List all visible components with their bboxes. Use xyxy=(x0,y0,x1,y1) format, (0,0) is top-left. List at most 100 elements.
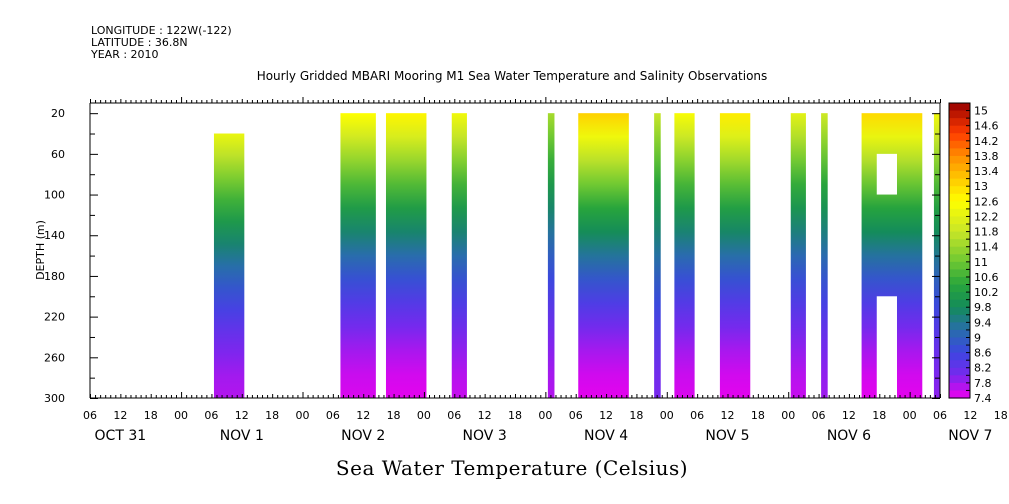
x-day-label: NOV 4 xyxy=(584,428,628,444)
x-tick-label: 12 xyxy=(721,409,735,422)
x-tick-label: 18 xyxy=(994,409,1008,422)
data-block xyxy=(547,113,555,398)
colorbar-swatch xyxy=(949,155,970,165)
data-block xyxy=(213,133,245,398)
colorbar-swatch xyxy=(949,148,970,157)
colorbar-label: 14.2 xyxy=(974,135,999,148)
x-day-label: NOV 3 xyxy=(463,428,507,444)
colorbar-label: 13.4 xyxy=(974,165,999,178)
colorbar-swatch xyxy=(949,390,970,399)
colorbar-swatch xyxy=(949,125,970,134)
colorbar-swatch xyxy=(949,284,970,293)
y-tick-label: 180 xyxy=(44,270,65,283)
colorbar-swatch xyxy=(949,329,970,339)
colorbar-swatch xyxy=(949,352,970,361)
x-tick-label: 00 xyxy=(538,409,552,422)
colorbar-swatch xyxy=(949,276,970,286)
colorbar-swatch xyxy=(949,110,970,119)
colorbar-label: 8.6 xyxy=(974,347,992,360)
colorbar-swatch xyxy=(949,307,970,316)
data-layer xyxy=(213,113,940,398)
data-block xyxy=(578,113,629,398)
y-tick-label: 100 xyxy=(44,189,65,202)
data-block xyxy=(451,113,467,398)
colorbar-label: 11 xyxy=(974,256,988,269)
x-tick-label: 18 xyxy=(144,409,158,422)
y-tick-label: 260 xyxy=(44,351,65,364)
colorbar-title: Sea Water Temperature (Celsius) xyxy=(336,456,688,480)
colorbar-label: 14.6 xyxy=(974,120,999,133)
data-block xyxy=(340,113,376,398)
x-tick-label: 06 xyxy=(690,409,704,422)
x-tick-label: 12 xyxy=(599,409,613,422)
colorbar-swatch xyxy=(949,224,970,233)
colorbar-swatch xyxy=(949,314,970,323)
colorbar-label: 9 xyxy=(974,331,981,344)
colorbar-swatch xyxy=(949,292,970,301)
colorbar-swatch xyxy=(949,171,970,180)
colorbar-label: 8.2 xyxy=(974,362,992,375)
data-block xyxy=(790,113,806,398)
x-tick-label: 12 xyxy=(842,409,856,422)
colorbar-label: 15 xyxy=(974,105,988,118)
x-tick-label: 06 xyxy=(447,409,461,422)
y-tick-label: 60 xyxy=(51,148,65,161)
x-tick-label: 12 xyxy=(963,409,977,422)
x-tick-label: 18 xyxy=(387,409,401,422)
colorbar-label: 7.8 xyxy=(974,377,992,390)
colorbar-swatch xyxy=(949,299,970,308)
colorbar-swatch xyxy=(949,193,970,202)
x-day-label: NOV 5 xyxy=(705,428,749,444)
colorbar-label: 13.8 xyxy=(974,150,999,163)
colorbar-swatch xyxy=(949,216,970,225)
missing-data-gap xyxy=(876,153,897,195)
colorbar-swatch xyxy=(949,367,970,376)
year-label: YEAR : 2010 xyxy=(90,48,159,61)
colorbar-swatch xyxy=(949,239,970,248)
y-tick-label: 220 xyxy=(44,311,65,324)
x-day-label: NOV 7 xyxy=(948,428,992,444)
colorbar-swatch xyxy=(949,103,970,112)
colorbar: 15 14.6 14.2 13.8 13.4 13 12.6 12.2 11.8 11.4 11 10… xyxy=(948,102,999,405)
data-block xyxy=(821,113,828,398)
x-tick-label: 12 xyxy=(356,409,370,422)
x-day-label: OCT 31 xyxy=(95,428,147,444)
colorbar-swatch xyxy=(949,186,970,195)
x-tick-label: 18 xyxy=(872,409,886,422)
x-day-label: NOV 1 xyxy=(220,428,264,444)
colorbar-swatch xyxy=(949,269,970,278)
colorbar-swatch xyxy=(949,337,970,346)
colorbar-swatch xyxy=(949,201,970,210)
x-tick-label: 18 xyxy=(751,409,765,422)
x-day-label: NOV 6 xyxy=(827,428,871,444)
x-tick-label: 06 xyxy=(812,409,826,422)
colorbar-swatch xyxy=(949,322,970,331)
colorbar-label: 10.2 xyxy=(974,286,999,299)
x-tick-label: 06 xyxy=(204,409,218,422)
x-tick-label: 00 xyxy=(781,409,795,422)
x-tick-label: 06 xyxy=(933,409,947,422)
colorbar-frame xyxy=(948,102,971,399)
y-tick-label: 140 xyxy=(44,229,65,242)
colorbar-swatch xyxy=(949,261,970,271)
y-tick-label: 20 xyxy=(51,107,65,120)
colorbar-swatch xyxy=(949,133,970,142)
x-tick-label: 06 xyxy=(569,409,583,422)
colorbar-swatch xyxy=(949,163,970,172)
colorbar-swatch xyxy=(949,118,970,127)
colorbar-label: 13 xyxy=(974,180,988,193)
x-tick-label: 00 xyxy=(660,409,674,422)
colorbar-swatch xyxy=(949,345,970,354)
chart-title: Hourly Gridded MBARI Mooring M1 Sea Wate… xyxy=(257,69,768,83)
colorbar-label: 7.4 xyxy=(974,392,992,405)
missing-data-gap xyxy=(876,296,897,398)
x-tick-label: 00 xyxy=(903,409,917,422)
colorbar-swatch xyxy=(949,360,970,369)
colorbar-label: 12.6 xyxy=(974,195,999,208)
y-tick-label: 300 xyxy=(44,392,65,405)
colorbar-swatch xyxy=(949,231,970,240)
data-block xyxy=(674,113,695,398)
longitude-label: LONGITUDE : 122W(-122) xyxy=(91,24,232,37)
x-tick-label: 00 xyxy=(174,409,188,422)
